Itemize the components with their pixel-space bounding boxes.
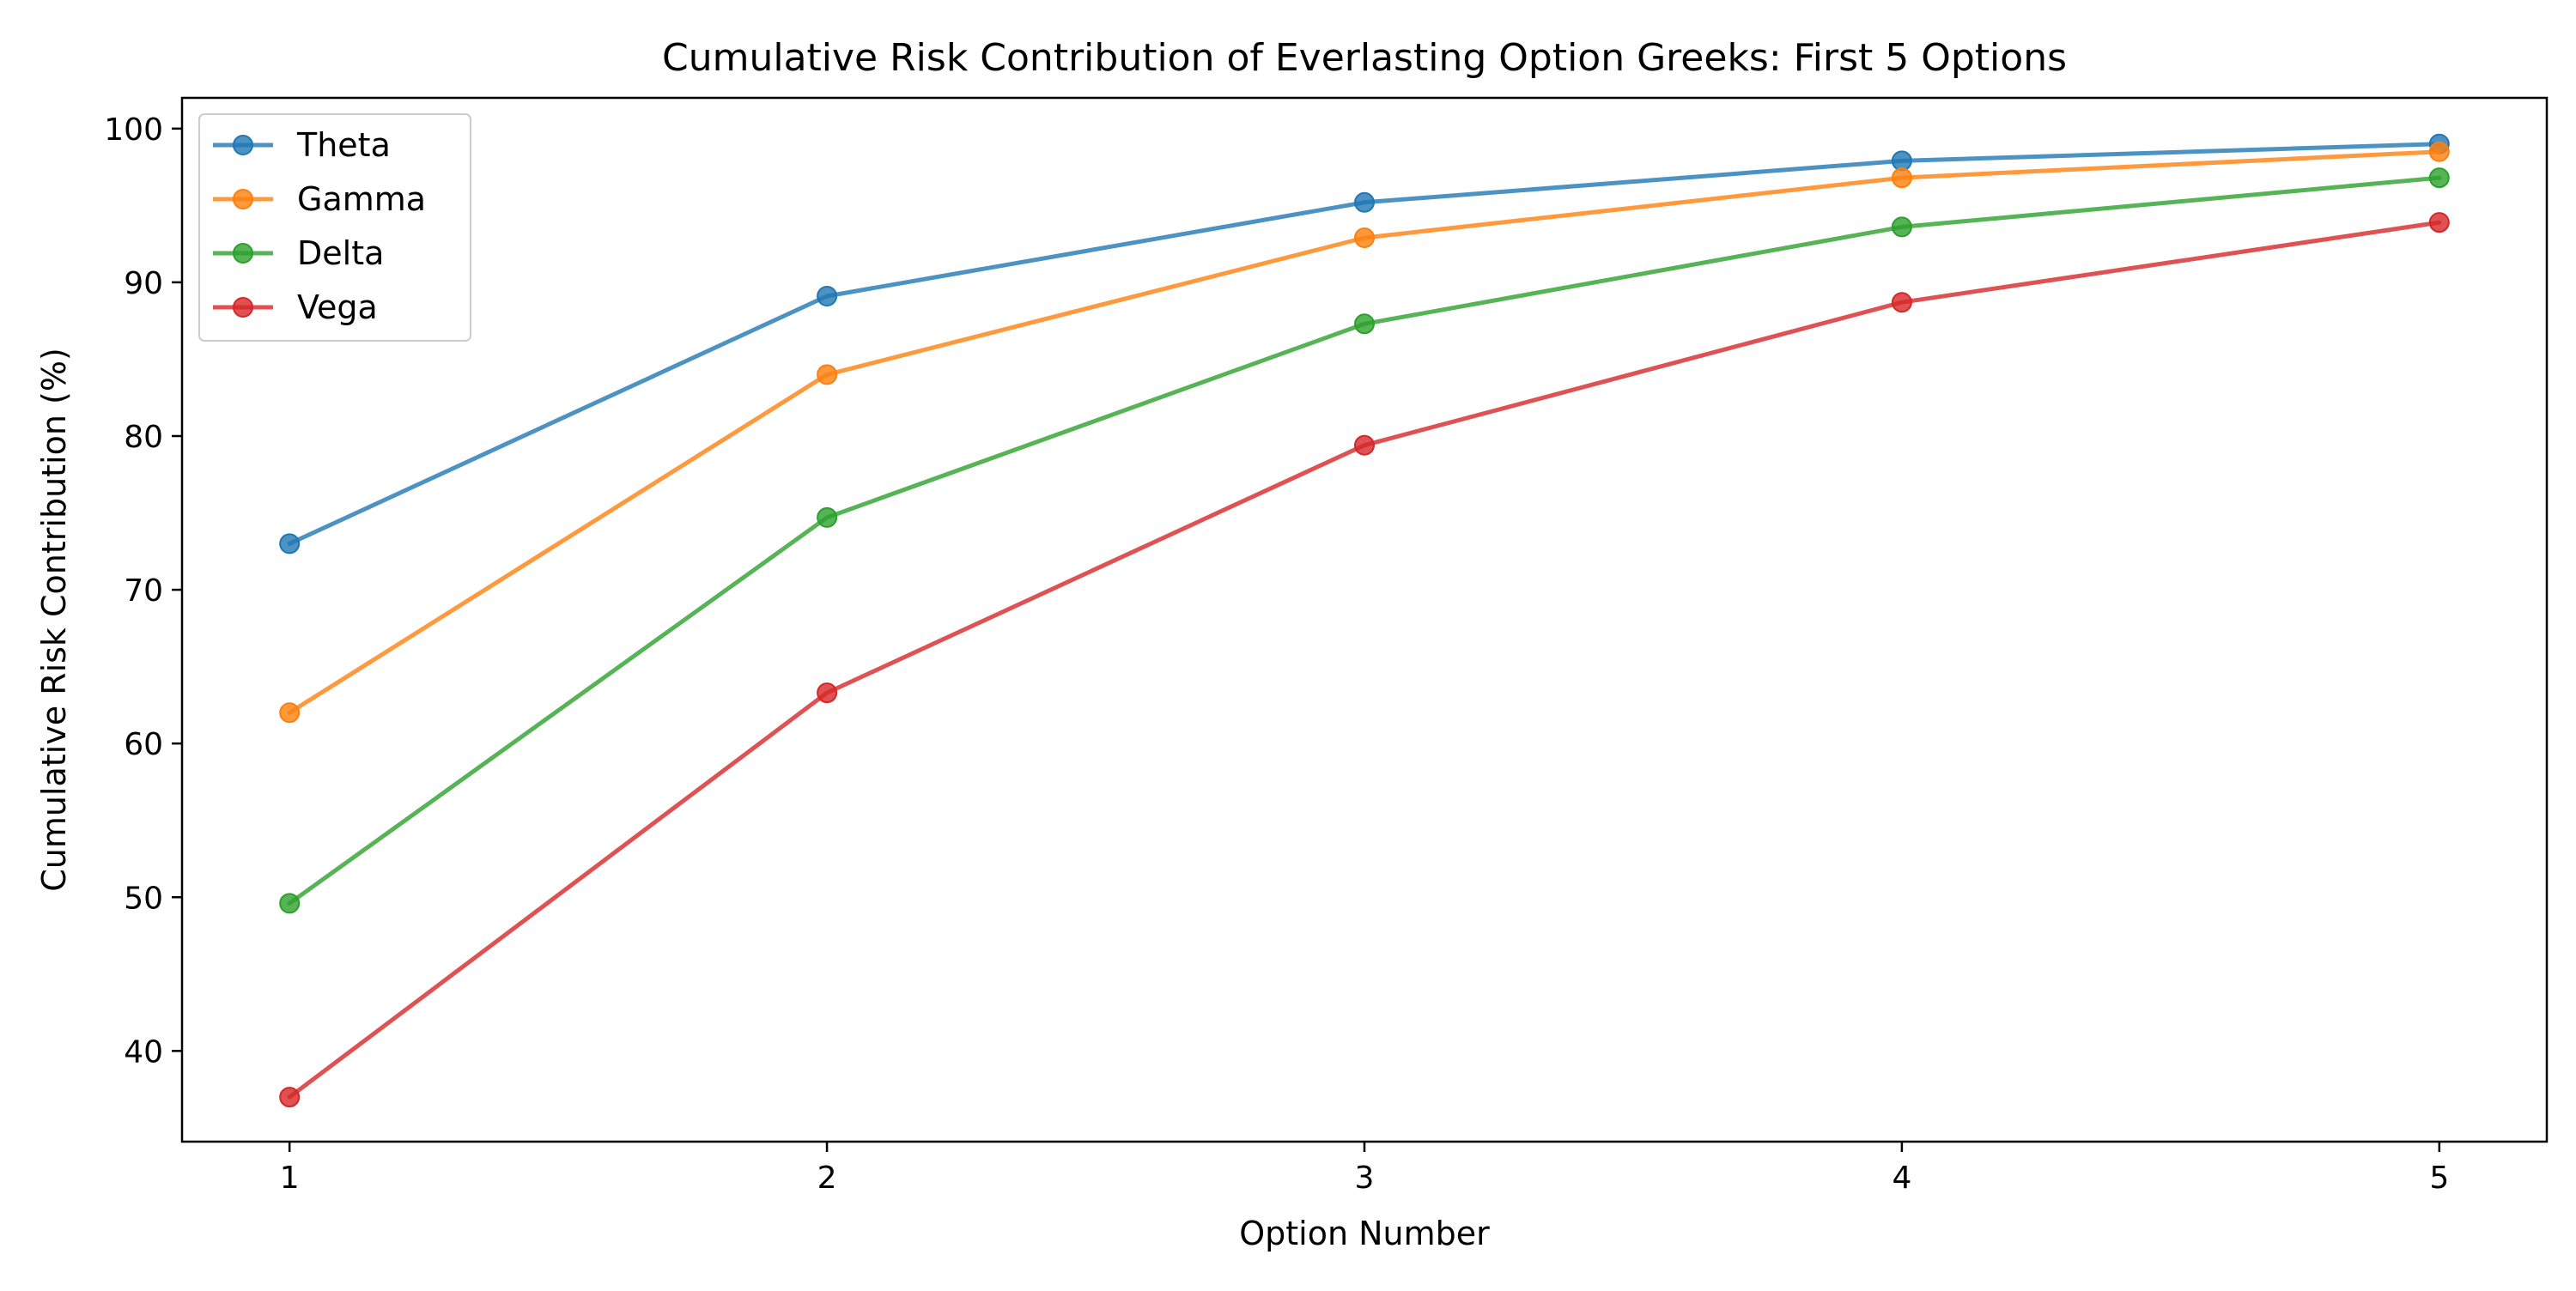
plot-area: 1 2 3 4 5 40 50 60 70 80 90 100 [104, 96, 2549, 1196]
x-tick-label-5: 5 [2429, 1161, 2449, 1196]
x-axis-label: Option Number [1239, 1215, 1490, 1252]
data-point-delta-5 [2428, 167, 2450, 189]
legend-marker-vega [233, 297, 253, 318]
data-point-vega-2 [817, 682, 838, 704]
legend-marker-gamma [233, 189, 253, 209]
data-point-delta-4 [1891, 216, 1912, 238]
legend-label-delta: Delta [297, 234, 384, 272]
data-point-delta-1 [279, 893, 301, 914]
chart-title: Cumulative Risk Contribution of Everlast… [662, 36, 2067, 80]
data-point-gamma-5 [2428, 141, 2450, 162]
y-tick-label-100: 100 [104, 112, 163, 148]
data-point-gamma-3 [1354, 227, 1375, 248]
x-tick-label-3: 3 [1355, 1161, 1375, 1196]
data-point-theta-4 [1891, 150, 1912, 172]
legend: Theta Gamma Delta Vega [198, 113, 471, 342]
x-tick-label-1: 1 [280, 1161, 300, 1196]
y-tick-label-70: 70 [124, 573, 163, 609]
y-tick-label-80: 80 [124, 420, 163, 455]
x-tick-label-2: 2 [817, 1161, 837, 1196]
data-point-vega-4 [1891, 292, 1912, 313]
data-point-vega-3 [1354, 434, 1375, 456]
y-tick-label-50: 50 [124, 881, 163, 916]
legend-label-theta: Theta [296, 126, 391, 164]
legend-marker-theta [233, 135, 253, 155]
legend-box [198, 113, 471, 342]
x-tick-label-4: 4 [1892, 1161, 1911, 1196]
legend-label-gamma: Gamma [297, 180, 426, 218]
data-point-theta-1 [279, 533, 301, 555]
data-point-gamma-4 [1891, 167, 1912, 189]
data-point-vega-5 [2428, 212, 2450, 233]
y-tick-label-60: 60 [124, 727, 163, 762]
data-point-gamma-1 [279, 702, 301, 724]
y-axis-label: Cumulative Risk Contribution (%) [35, 348, 73, 892]
data-point-theta-2 [817, 286, 838, 306]
y-tick-label-40: 40 [124, 1034, 163, 1070]
data-point-theta-3 [1354, 191, 1375, 213]
data-point-gamma-2 [817, 364, 838, 385]
legend-label-vega: Vega [297, 288, 378, 326]
y-tick-label-90: 90 [124, 266, 163, 301]
data-point-vega-1 [279, 1087, 301, 1108]
data-point-delta-3 [1354, 313, 1375, 335]
data-point-delta-2 [817, 506, 838, 528]
legend-marker-delta [233, 243, 253, 264]
